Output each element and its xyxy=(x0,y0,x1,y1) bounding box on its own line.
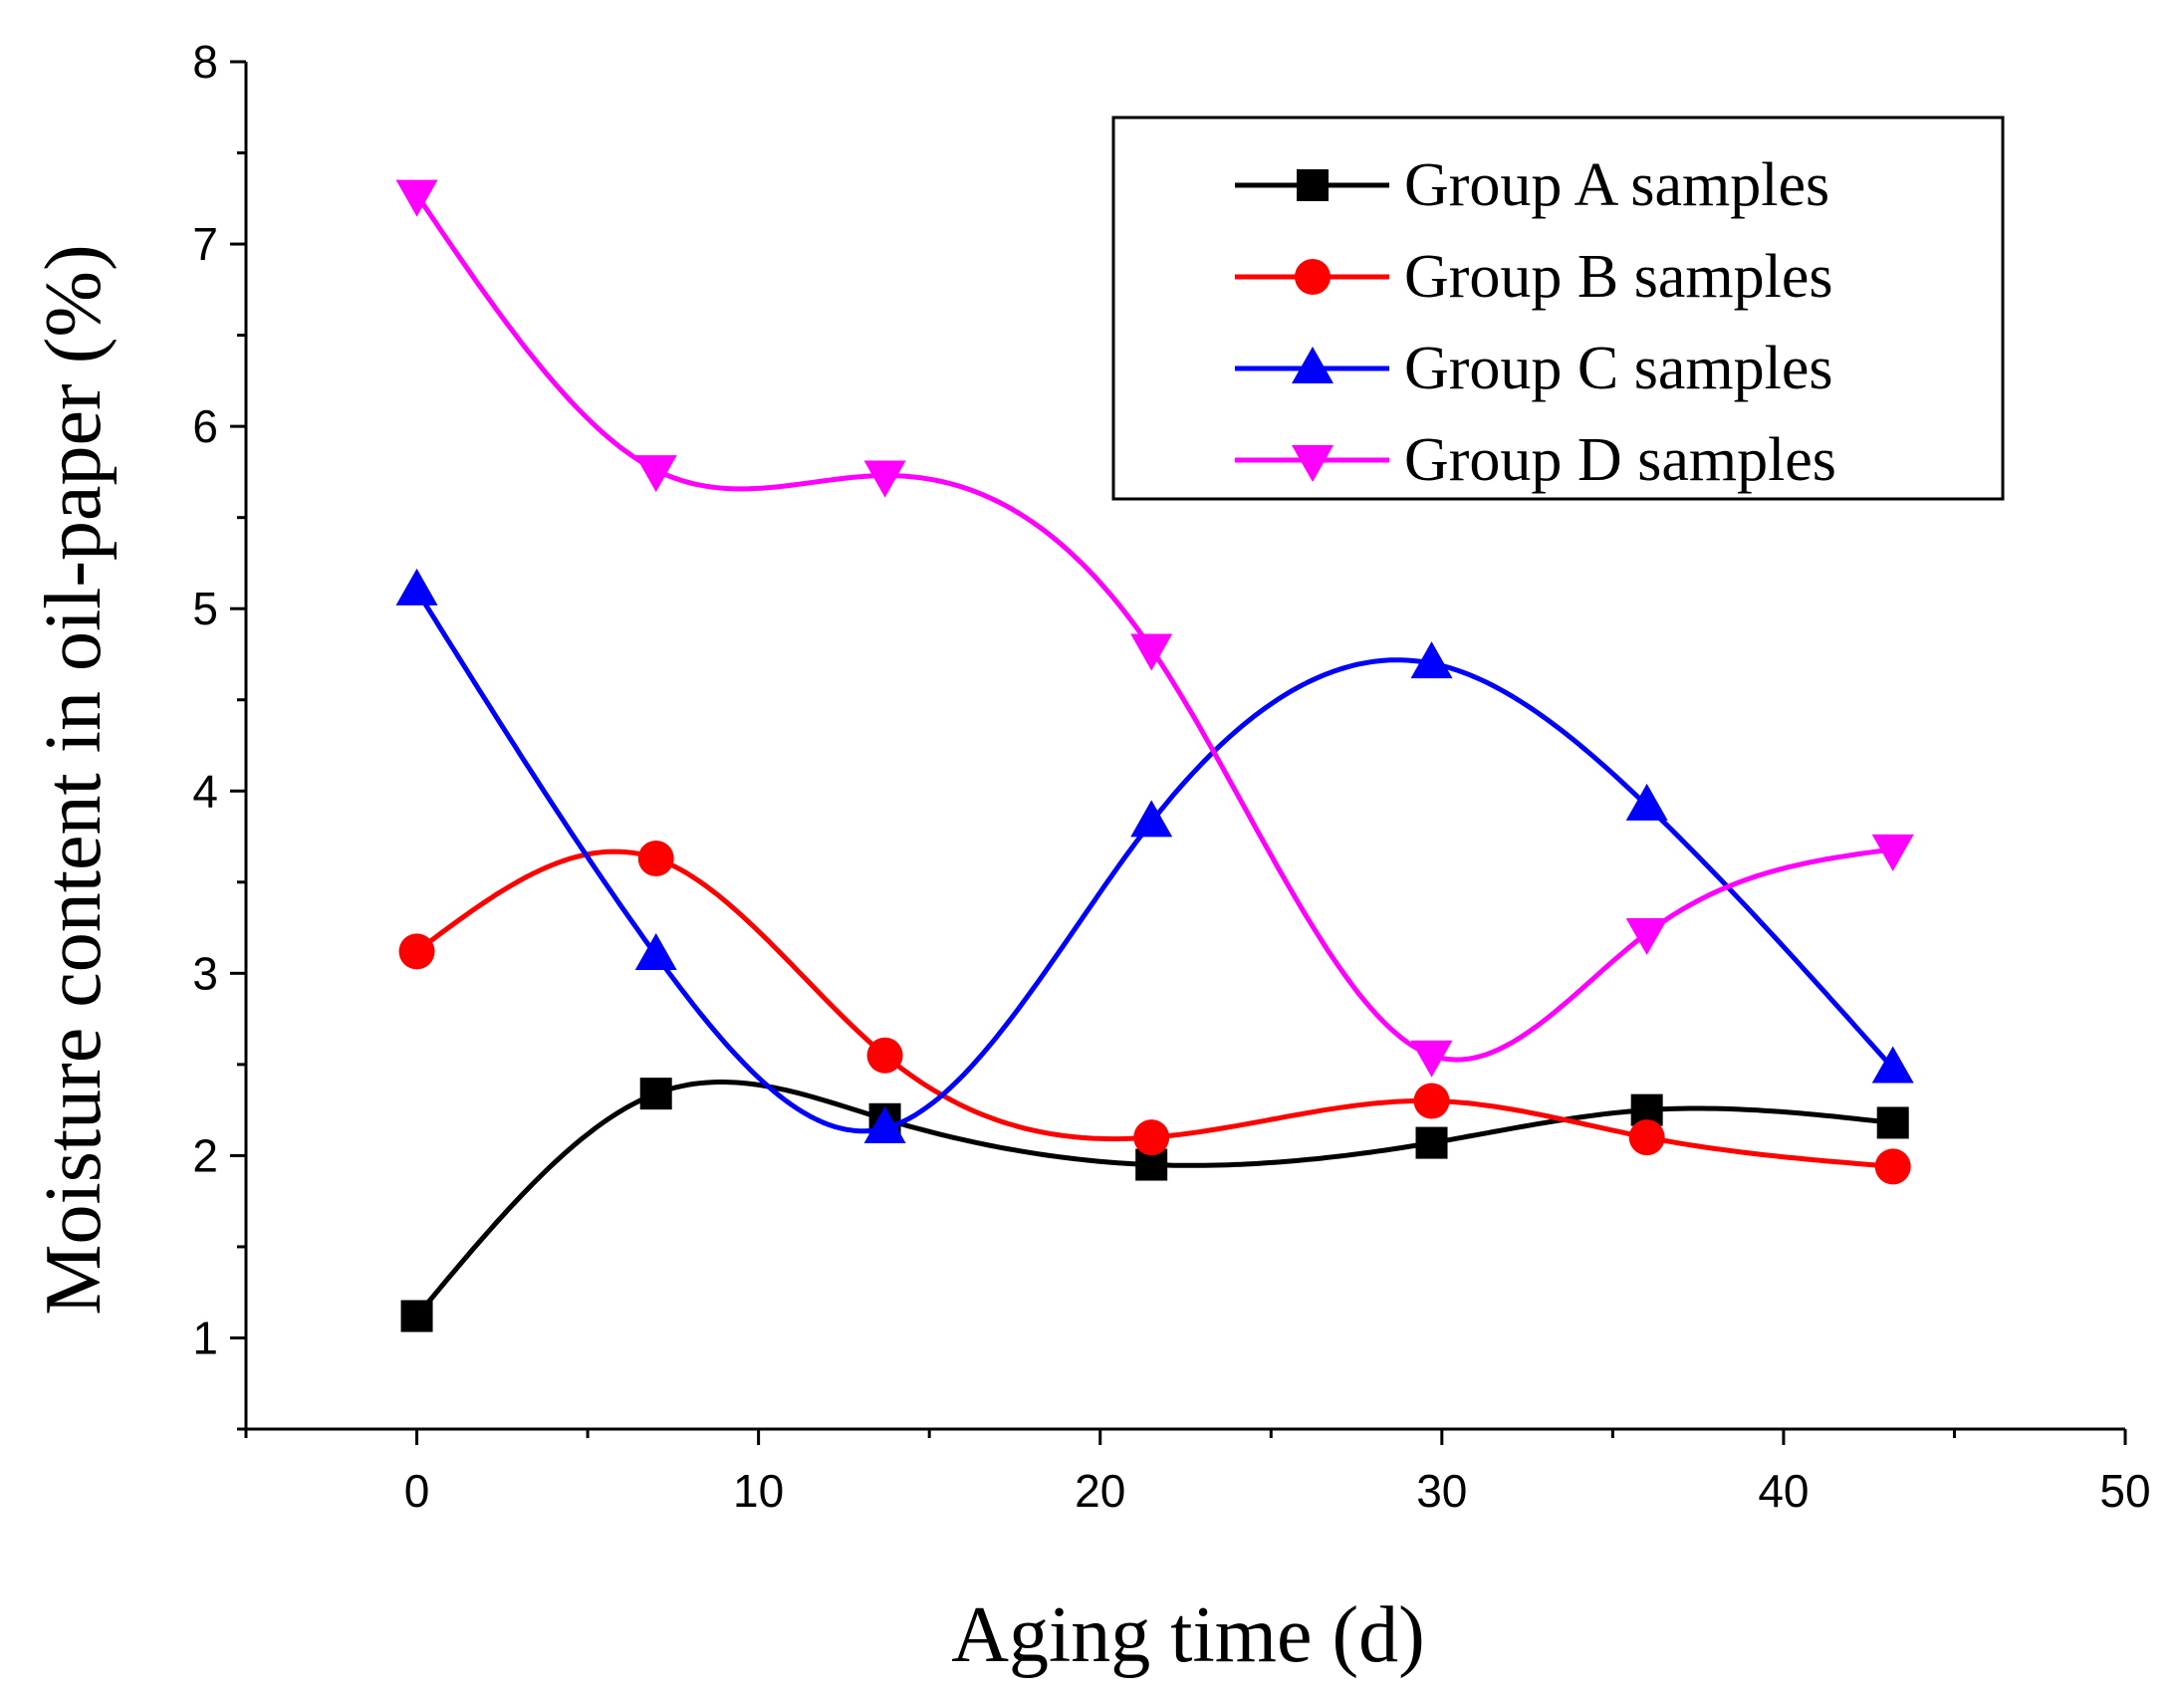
legend-box xyxy=(1111,116,2005,501)
legend-marker xyxy=(1292,445,1334,482)
legend-item-d: Group D samples xyxy=(1235,426,1836,494)
series-b xyxy=(398,841,1911,1185)
data-point xyxy=(863,460,906,498)
legend-item-b: Group B samples xyxy=(1235,243,1833,311)
y-tick-label: 1 xyxy=(192,1312,218,1363)
y-tick-label: 7 xyxy=(192,218,218,270)
data-point xyxy=(634,455,677,493)
legend-item-c: Group C samples xyxy=(1235,335,1833,402)
data-point xyxy=(1625,783,1668,821)
data-point xyxy=(1415,1126,1448,1159)
series-layer xyxy=(395,179,1914,1332)
y-tick-label: 3 xyxy=(192,947,218,999)
data-point xyxy=(1410,1040,1453,1078)
x-axis-title: Aging time (d) xyxy=(951,1591,1424,1679)
y-tick-label: 5 xyxy=(192,583,218,634)
data-point xyxy=(1410,641,1453,679)
data-point xyxy=(1133,1119,1170,1156)
data-point xyxy=(395,568,438,605)
legend-label: Group A samples xyxy=(1404,151,1829,219)
legend-marker xyxy=(1297,169,1329,201)
data-point xyxy=(637,841,674,877)
legend-label: Group C samples xyxy=(1404,335,1833,402)
series-d xyxy=(395,179,1914,1078)
legend-marker xyxy=(1292,347,1334,383)
y-axis-title: Moisture content in oil-paper (%) xyxy=(30,244,118,1315)
data-point xyxy=(1628,1119,1665,1156)
data-point xyxy=(634,933,677,971)
series-line xyxy=(414,848,1893,1169)
data-point xyxy=(1413,1083,1450,1119)
axes: 1 2 3 4 5 6 7 8 0 10 20 30 40 50 xyxy=(192,36,2150,1517)
y-tick-label: 8 xyxy=(192,36,218,88)
data-point xyxy=(863,1105,906,1143)
legend-label: Group D samples xyxy=(1404,426,1836,494)
data-point xyxy=(395,179,438,217)
legend-marker xyxy=(1295,259,1331,295)
legend: Group A samples Group B samples Group C sa… xyxy=(1111,116,2005,501)
data-point xyxy=(1130,800,1173,838)
data-point xyxy=(1871,1046,1914,1084)
data-point xyxy=(866,1037,903,1074)
data-point xyxy=(1876,1106,1909,1139)
series-line xyxy=(414,589,1895,1134)
data-point xyxy=(400,1300,433,1332)
series-c xyxy=(395,568,1914,1143)
legend-label: Group B samples xyxy=(1404,243,1833,311)
x-tick-label: 0 xyxy=(404,1465,430,1517)
data-point xyxy=(1130,633,1173,671)
x-tick-label: 40 xyxy=(1758,1465,1809,1517)
data-point xyxy=(398,933,435,970)
y-tick-label: 6 xyxy=(192,400,218,452)
data-point xyxy=(1871,834,1914,871)
x-tick-label: 10 xyxy=(733,1465,784,1517)
legend-item-a: Group A samples xyxy=(1235,151,1829,219)
series-a xyxy=(400,1078,1909,1332)
data-point xyxy=(1874,1148,1911,1185)
y-tick-label: 4 xyxy=(192,765,218,817)
data-point xyxy=(639,1078,672,1110)
y-tick-label: 2 xyxy=(192,1129,218,1181)
x-tick-label: 30 xyxy=(1416,1465,1467,1517)
x-tick-label: 50 xyxy=(2099,1465,2150,1517)
x-tick-label: 20 xyxy=(1075,1465,1125,1517)
series-line xyxy=(414,1080,1893,1319)
data-point xyxy=(1625,918,1668,956)
